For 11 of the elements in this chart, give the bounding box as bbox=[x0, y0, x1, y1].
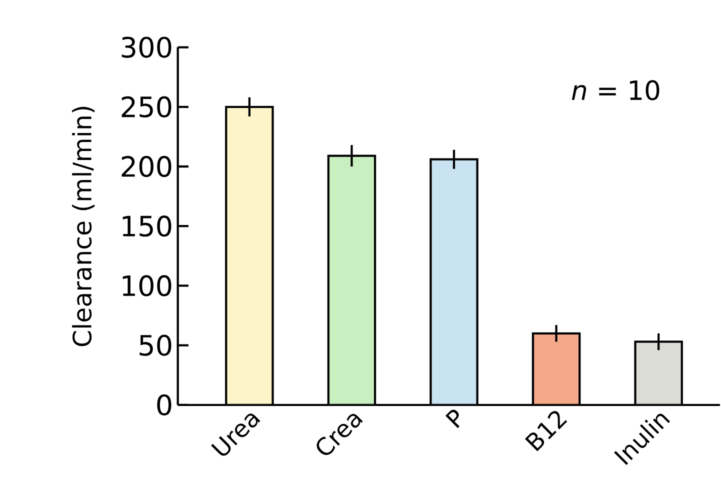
y-tick-label: 50 bbox=[140, 334, 172, 356]
y-tick-label: 200 bbox=[122, 156, 172, 178]
annotation: n = 10 bbox=[572, 80, 660, 101]
y-tick-label: 150 bbox=[122, 216, 172, 237]
y-tick-label: 0 bbox=[157, 394, 172, 416]
y-tick-label: 100 bbox=[122, 275, 172, 297]
y-tick-label: 300 bbox=[122, 36, 172, 58]
y-axis-title: Clearance (ml/min) bbox=[72, 107, 95, 346]
y-tick-label: 250 bbox=[122, 96, 172, 118]
x-tick-label: P bbox=[445, 410, 460, 428]
x-tick-label: B12 bbox=[524, 411, 568, 452]
